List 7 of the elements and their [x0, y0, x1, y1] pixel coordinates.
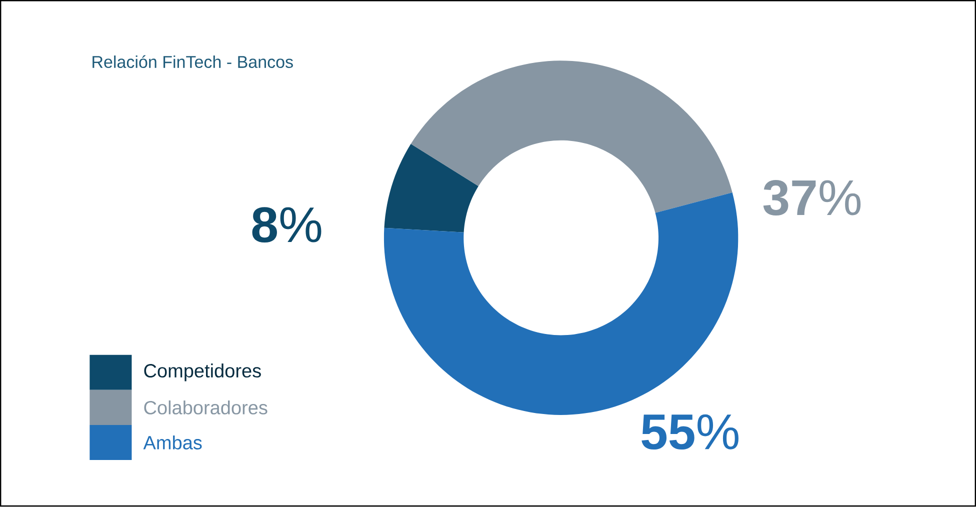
legend-label: Colaboradores	[144, 400, 268, 414]
data-label: 37%	[763, 180, 861, 216]
chart-title: Relación FinTech - Bancos	[92, 55, 293, 68]
data-label: 55%	[642, 414, 738, 450]
data-label: 8%	[252, 207, 322, 242]
legend-label: Ambas	[143, 435, 202, 450]
legend-label: Competidores	[144, 364, 261, 382]
